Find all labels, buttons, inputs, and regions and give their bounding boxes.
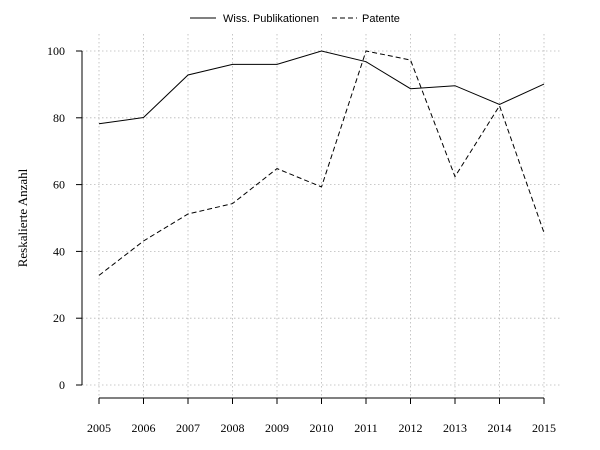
x-tick-label: 2008	[221, 421, 245, 435]
legend: Wiss. Publikationen Patente	[190, 13, 400, 25]
y-tick-label: 60	[53, 178, 65, 192]
x-tick-label: 2013	[443, 421, 467, 435]
y-tick-label: 20	[53, 311, 65, 325]
y-axis-title: Reskalierte Anzahl	[15, 168, 30, 267]
legend-label: Wiss. Publikationen	[223, 13, 319, 25]
x-tick-label: 2012	[399, 421, 423, 435]
x-tick-label: 2006	[132, 421, 156, 435]
series-line-patente	[98, 50, 545, 276]
x-tick-label: 2014	[488, 421, 512, 435]
x-tick-label: 2007	[176, 421, 200, 435]
y-tick-label: 40	[53, 244, 65, 258]
x-tick-label: 2010	[310, 421, 334, 435]
axes	[76, 50, 545, 404]
x-tick-label: 2009	[265, 421, 289, 435]
series-line-publikationen	[98, 50, 545, 125]
x-tick-label: 2005	[87, 421, 111, 435]
axis-labels: 0 20 40 60 80 100 2005 2006 2007 2008 2009 2010 2011…	[47, 44, 556, 435]
x-tick-label: 2011	[354, 421, 378, 435]
y-tick-label: 80	[53, 111, 65, 125]
grid	[82, 34, 562, 398]
x-tick-label: 2015	[532, 421, 556, 435]
series-group	[98, 50, 545, 276]
legend-label: Patente	[362, 13, 400, 25]
y-tick-label: 100	[47, 44, 65, 58]
y-tick-label: 0	[59, 378, 65, 392]
